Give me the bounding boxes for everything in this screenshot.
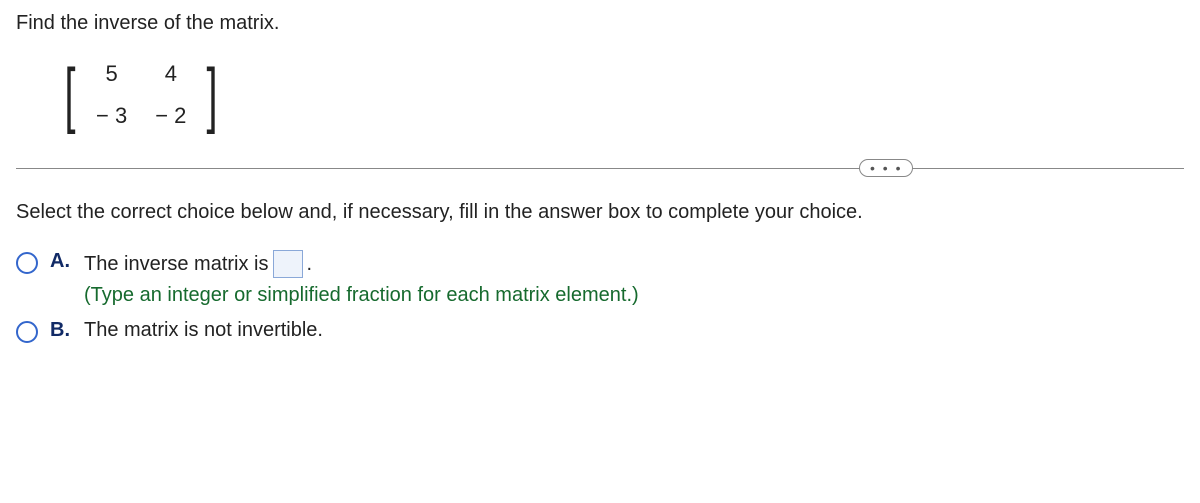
matrix-cell: 5 — [82, 53, 141, 95]
choice-b-row: B. The matrix is not invertible. — [16, 319, 1184, 343]
instruction-text: Select the correct choice below and, if … — [16, 201, 1184, 224]
section-divider: • • • — [16, 159, 1184, 177]
matrix-answer-input[interactable] — [273, 250, 303, 278]
matrix-cell: 4 — [141, 53, 200, 95]
choice-a-radio[interactable] — [16, 252, 38, 274]
choice-b-body: The matrix is not invertible. — [84, 319, 1184, 342]
matrix-display: [ 5 4 − 3 − 2 ] — [60, 53, 1184, 137]
question-text: Find the inverse of the matrix. — [16, 12, 1184, 35]
choice-a-label: A. — [50, 250, 74, 273]
choice-b-radio[interactable] — [16, 321, 38, 343]
choice-b-label: B. — [50, 319, 74, 342]
divider-line — [16, 168, 1184, 169]
left-bracket: [ — [65, 59, 76, 131]
choice-a-row: A. The inverse matrix is . (Type an inte… — [16, 250, 1184, 307]
choice-a-hint: (Type an integer or simplified fraction … — [84, 284, 1184, 307]
choice-a-pretext: The inverse matrix is — [84, 253, 269, 276]
choice-b-text: The matrix is not invertible. — [84, 319, 323, 341]
choice-a-posttext: . — [307, 253, 313, 276]
matrix-cell: − 2 — [141, 95, 200, 137]
more-options-button[interactable]: • • • — [859, 159, 913, 177]
matrix-table: 5 4 − 3 − 2 — [82, 53, 200, 137]
right-bracket: ] — [207, 59, 218, 131]
table-row: − 3 − 2 — [82, 95, 200, 137]
table-row: 5 4 — [82, 53, 200, 95]
choice-a-body: The inverse matrix is . (Type an integer… — [84, 250, 1184, 307]
matrix-cell: − 3 — [82, 95, 141, 137]
